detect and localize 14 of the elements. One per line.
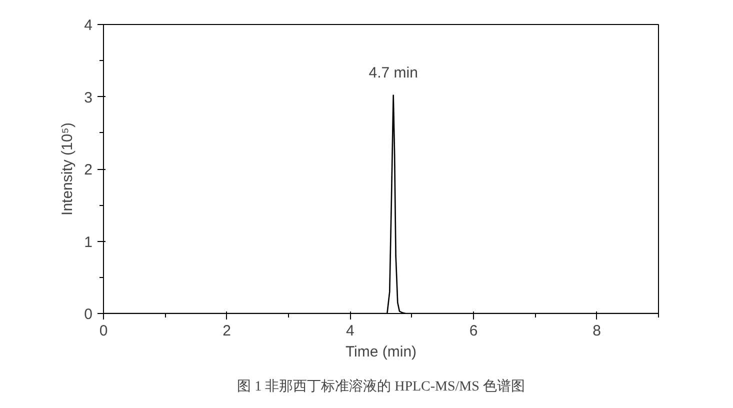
x-tick-label: 8: [592, 322, 602, 340]
text: 图 1 非那西丁标准溶液的 HPLC-MS/MS 色谱图: [237, 378, 525, 394]
y-tick-label: 2: [84, 162, 92, 178]
y-tick-label: 3: [84, 89, 92, 106]
x-tick-label: 6: [469, 322, 478, 340]
y-tick-label: 1: [84, 234, 92, 251]
annotation: 4.7 min: [368, 64, 418, 82]
x-tick-label: 2: [222, 322, 232, 340]
x-axis-title: Time (min): [345, 344, 417, 360]
x-tick-label: 0: [99, 322, 108, 340]
y-tick-label: 0: [84, 306, 92, 323]
x-tick-label: 4: [346, 322, 354, 340]
y-tick-label: 4: [84, 17, 92, 34]
y-axis-title: Intensity (10⁵): [59, 122, 76, 216]
